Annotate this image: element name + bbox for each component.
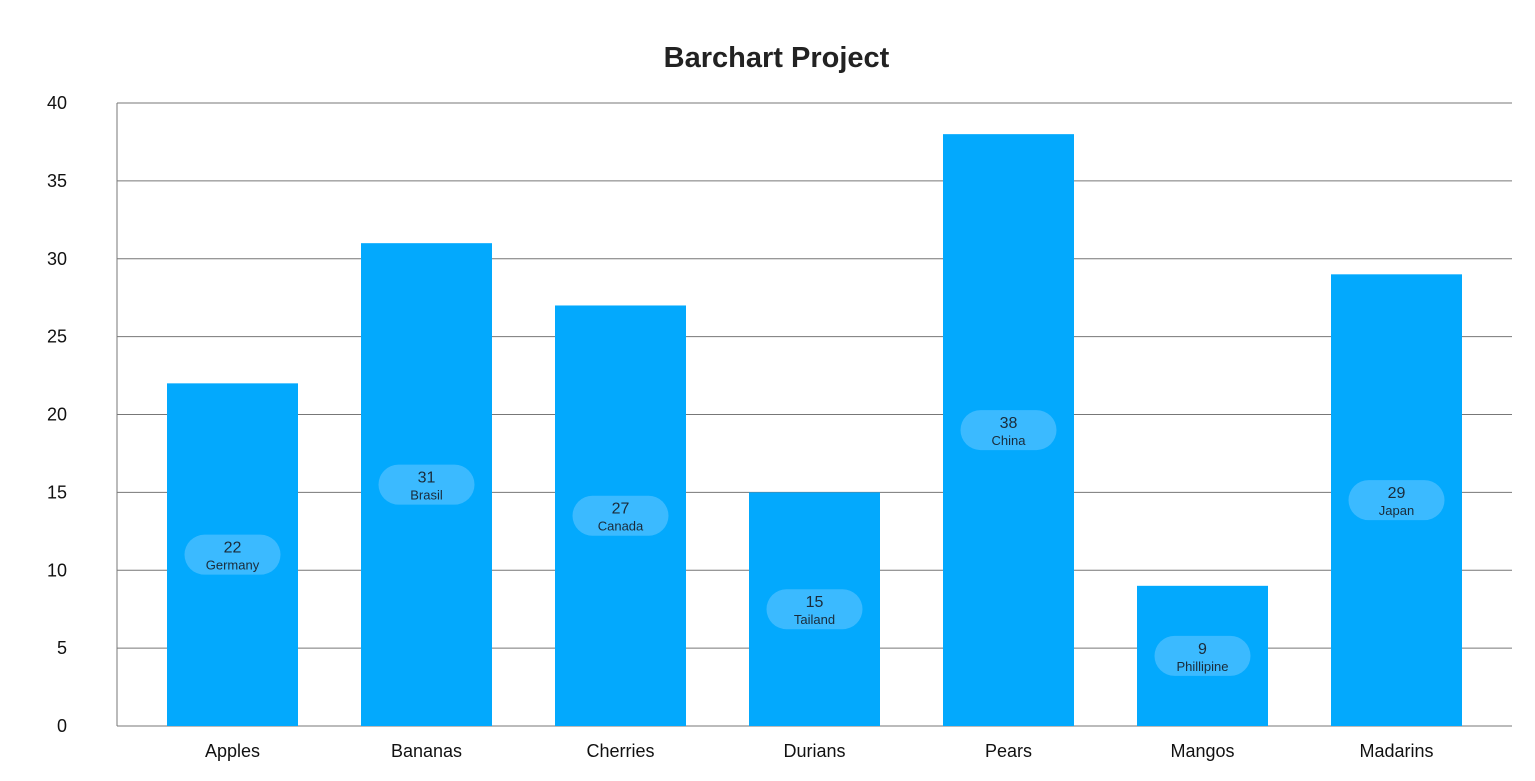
data-label-value: 31 — [418, 470, 436, 487]
y-tick-label: 0 — [57, 716, 67, 736]
data-label-country: Germany — [206, 558, 260, 573]
y-tick-label: 35 — [47, 171, 67, 191]
data-label-value: 38 — [1000, 415, 1018, 432]
data-label-value: 27 — [612, 501, 630, 518]
data-label-value: 22 — [224, 540, 242, 557]
data-label-country: Brasil — [410, 488, 443, 503]
data-label-country: Japan — [1379, 503, 1414, 518]
data-label-bubble — [1154, 635, 1251, 676]
data-label-value: 9 — [1198, 641, 1207, 658]
x-tick-label: Cherries — [586, 741, 654, 761]
y-tick-label: 30 — [47, 249, 67, 269]
data-label-country: Phillipine — [1176, 659, 1228, 674]
x-tick-label: Pears — [985, 741, 1032, 761]
y-tick-label: 15 — [47, 482, 67, 502]
y-tick-label: 5 — [57, 638, 67, 658]
data-label-country: Tailand — [794, 612, 835, 627]
x-tick-label: Apples — [205, 741, 260, 761]
y-tick-label: 10 — [47, 560, 67, 580]
data-label-value: 29 — [1388, 485, 1406, 502]
x-tick-label: Mangos — [1170, 741, 1234, 761]
data-label-country: Canada — [598, 519, 644, 534]
data-label-bubble — [766, 589, 863, 630]
x-tick-label: Bananas — [391, 741, 462, 761]
data-label-value: 15 — [806, 594, 824, 611]
x-tick-label: Madarins — [1359, 741, 1433, 761]
y-tick-label: 25 — [47, 327, 67, 347]
data-label-bubble — [378, 464, 475, 505]
y-tick-label: 40 — [47, 93, 67, 113]
y-tick-label: 20 — [47, 405, 67, 425]
chart-title: Barchart Project — [663, 42, 890, 74]
data-label-bubble — [1348, 480, 1445, 521]
data-label-country: China — [992, 433, 1027, 448]
data-label-bubble — [960, 410, 1057, 451]
data-label-bubble — [184, 534, 281, 575]
data-label-bubble — [572, 495, 669, 536]
x-tick-label: Durians — [783, 741, 845, 761]
